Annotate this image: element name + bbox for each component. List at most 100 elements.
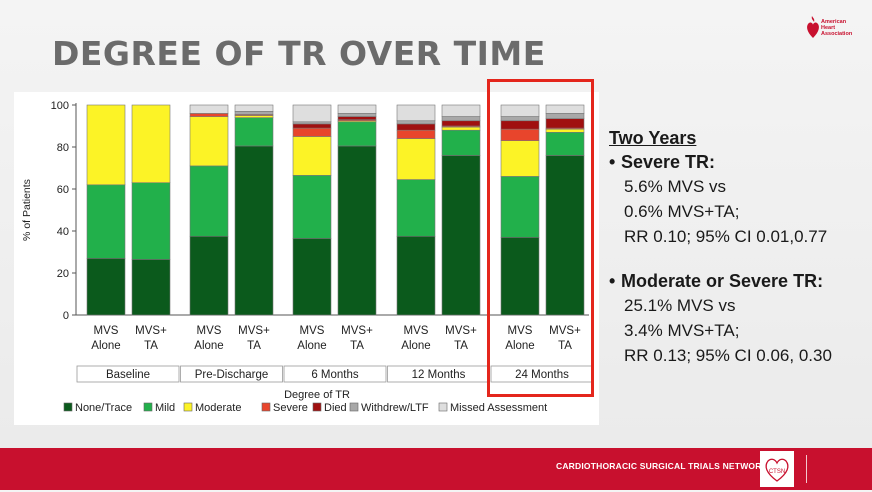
bar-segment-none-trace: [131, 259, 171, 316]
bar-segment-mild: [131, 182, 171, 260]
bar-label-line1: MVS: [300, 325, 325, 337]
moderate-severe-tr-line: 25.1% MVS vs: [624, 296, 736, 315]
severe-tr-line: 0.6% MVS+TA;: [624, 202, 740, 221]
y-tick-label: 100: [51, 100, 69, 112]
y-tick-label: 80: [57, 142, 69, 154]
bar-segment-mild: [396, 179, 436, 237]
bar-segment-none-trace: [234, 145, 274, 316]
bar-segment-missed-assessment: [234, 104, 274, 112]
ctsn-logo: CTSN: [760, 451, 794, 487]
legend-entry: None/Trace: [75, 402, 132, 414]
bar-segment-none-trace: [396, 235, 436, 316]
bar-segment-none-trace: [292, 238, 332, 316]
group-label: 24 Months: [515, 369, 569, 381]
bar-label-line2: Alone: [194, 340, 223, 352]
bar-segment-none-trace: [441, 155, 481, 316]
bar-label-line1: MVS: [197, 325, 222, 337]
y-tick-label: 0: [63, 310, 69, 322]
bar-segment-none-trace: [500, 237, 540, 316]
bar-segment-mild: [86, 184, 126, 259]
footer-divider: [806, 455, 807, 483]
heart-torch-icon: [807, 16, 819, 38]
bar-segment-moderate: [86, 104, 126, 186]
group-label: 12 Months: [412, 369, 466, 381]
bar-label-line2: TA: [247, 340, 261, 352]
notes-heading: Two Years: [609, 128, 697, 148]
group-label: Pre-Discharge: [195, 369, 269, 381]
bar-label-line2: TA: [558, 340, 572, 352]
bar-segment-severe: [292, 127, 332, 137]
bar-label-line2: Alone: [505, 340, 534, 352]
bar-segment-moderate: [396, 138, 436, 180]
severe-tr-bullet: • Severe TR:: [609, 152, 716, 172]
legend-title: Degree of TR: [284, 389, 350, 401]
bar-label-line1: MVS+: [135, 325, 167, 337]
highlight-24-months: [487, 79, 594, 397]
bar-segment-severe: [189, 113, 229, 117]
bar-label-line1: MVS+: [445, 325, 477, 337]
legend-entry: Mild: [155, 402, 175, 414]
bar-segment-withdrew-ltf: [234, 110, 274, 115]
bar-segment-withdrew-ltf: [292, 121, 332, 125]
footer-bar: [0, 448, 872, 490]
bar-segment-missed-assessment: [292, 104, 332, 123]
bar-segment-missed-assessment: [441, 104, 481, 117]
severe-tr-label: Severe TR:: [621, 152, 716, 172]
bar-label-line1: MVS: [508, 325, 533, 337]
legend-swatch: [312, 402, 322, 412]
legend-swatch: [438, 402, 448, 412]
y-tick-label: 40: [57, 226, 69, 238]
bar-label-line2: TA: [350, 340, 364, 352]
legend-swatch: [63, 402, 73, 412]
bar-segment-withdrew-ltf: [337, 113, 377, 117]
bar-segment-died: [396, 123, 436, 131]
bar-segment-mild: [441, 129, 481, 156]
bar-segment-died: [337, 116, 377, 120]
two-year-results: Two Years • Severe TR: 5.6% MVS vs 0.6% M…: [609, 126, 867, 368]
bar-label-line1: MVS+: [549, 325, 581, 337]
group-label: Baseline: [106, 369, 150, 381]
group-label: 6 Months: [311, 369, 359, 381]
group-label-box: [180, 365, 283, 383]
bar-segment-withdrew-ltf: [441, 116, 481, 122]
severe-tr-line: RR 0.10; 95% CI 0.01,0.77: [624, 227, 828, 246]
chart-panel: 0 20 40 60 80 100 % of Patients MVS Alone MVS+ TA M…: [14, 92, 599, 425]
bar-segment-none-trace: [337, 145, 377, 316]
y-tick-label: 20: [57, 268, 69, 280]
y-tick-label: 60: [57, 184, 69, 196]
bar-segment-mild: [292, 175, 332, 239]
bar-label-line2: Alone: [297, 340, 326, 352]
moderate-severe-tr-bullet: • Moderate or Severe TR:: [609, 271, 824, 291]
bar-segment-none-trace: [86, 258, 126, 316]
bar-label-line1: MVS+: [238, 325, 270, 337]
bar-segment-died: [292, 123, 332, 129]
legend-entry: Severe: [273, 402, 308, 414]
bar-segment-moderate: [131, 104, 171, 183]
legend-swatch: [183, 402, 193, 412]
bar-label-line1: MVS: [404, 325, 429, 337]
moderate-severe-tr-line: 3.4% MVS+TA;: [624, 321, 740, 340]
bar-segment-none-trace: [545, 155, 585, 316]
y-axis-title: % of Patients: [21, 179, 33, 241]
bar-segment-died: [441, 120, 481, 127]
ctsn-logo-text: CTSN: [769, 469, 785, 475]
bar-segment-none-trace: [189, 235, 229, 316]
bar-segment-moderate: [292, 136, 332, 176]
bar-label-line1: MVS+: [341, 325, 373, 337]
ctsn-heart-icon: CTSN: [765, 458, 789, 482]
bar-label-line2: Alone: [91, 340, 120, 352]
moderate-severe-tr-label: Moderate or Severe TR:: [621, 271, 824, 291]
legend-swatch: [261, 402, 271, 412]
slide-title: DEGREE OF TR OVER TIME: [52, 34, 546, 73]
group-label-box: [283, 365, 387, 383]
bar-segment-mild: [189, 165, 229, 237]
bar-segment-moderate: [500, 140, 540, 177]
stacked-bar-chart: 0 20 40 60 80 100 % of Patients MVS Alone MVS+ TA M…: [21, 100, 594, 414]
bar-segment-moderate: [234, 115, 274, 118]
bar-segment-severe: [396, 129, 436, 139]
legend-entry: Moderate: [195, 402, 241, 414]
bar-segment-moderate: [441, 126, 481, 131]
bar-segment-missed-assessment: [396, 104, 436, 122]
bar-segment-mild: [337, 121, 377, 147]
american-heart-association-logo: American Heart Association: [806, 14, 862, 44]
